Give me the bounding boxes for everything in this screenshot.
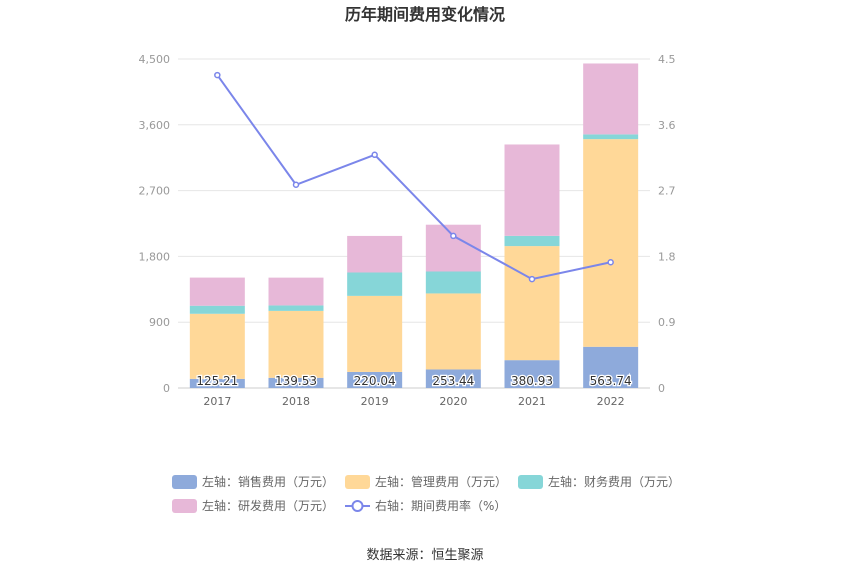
legend-label: 左轴：管理费用（万元）	[375, 474, 507, 489]
left-axis: 0 900 1,800 2,700 3,600 4,500	[139, 53, 171, 395]
right-tick-label: 3.6	[658, 119, 676, 132]
bar-series-2-2018	[268, 305, 324, 311]
legend: 左轴：销售费用（万元） 左轴：管理费用（万元） 左轴：财务费用（万元） 左轴：研发费用…	[172, 474, 680, 513]
bar-series-2-2021	[504, 235, 560, 247]
bars	[189, 63, 639, 388]
rate-line	[214, 71, 614, 283]
legend-label: 左轴：销售费用（万元）	[202, 474, 334, 489]
data-label-2017: 125.21	[196, 374, 238, 388]
bar-series-1-2019	[347, 295, 403, 372]
bar-series-0-2020	[425, 369, 481, 388]
data-label-2022: 563.74	[590, 374, 632, 388]
right-tick-label: 1.8	[658, 250, 676, 263]
left-tick-label: 3,600	[139, 119, 171, 132]
data-source: 数据来源：恒生聚源	[366, 548, 483, 563]
bar-series-3-2021	[504, 144, 560, 236]
legend-marker-swatch	[351, 500, 364, 512]
right-tick-label: 4.5	[658, 53, 676, 66]
data-label-2019: 220.04	[354, 374, 396, 388]
legend-label: 右轴：期间费用率（%）	[375, 498, 506, 513]
bar-series-1-2017	[189, 313, 245, 379]
rate-point-2020	[450, 232, 457, 240]
legend-swatch	[172, 475, 197, 489]
right-tick-label: 0.9	[658, 316, 676, 329]
bar-series-0-2019	[347, 371, 403, 388]
rate-point-2017	[214, 71, 221, 79]
bar-series-2-2022	[583, 134, 639, 140]
left-tick-label: 2,700	[139, 185, 171, 198]
left-tick-label: 900	[149, 316, 170, 329]
legend-label: 左轴：研发费用（万元）	[202, 498, 334, 513]
bar-series-2-2019	[347, 272, 403, 296]
left-tick-label: 4,500	[139, 53, 171, 66]
bar-series-1-2018	[268, 310, 324, 378]
x-tick-label: 2022	[597, 395, 625, 408]
right-axis: 0 0.9 1.8 2.7 3.6 4.5	[658, 53, 676, 395]
x-tick-label: 2019	[361, 395, 389, 408]
left-tick-label: 0	[163, 382, 170, 395]
x-tick-label: 2021	[518, 395, 546, 408]
bar-series-1-2021	[504, 246, 560, 361]
legend-label: 左轴：财务费用（万元）	[548, 474, 680, 489]
bar-series-2-2020	[425, 271, 481, 294]
legend-swatch	[518, 475, 543, 489]
legend-swatch	[172, 499, 197, 513]
grid	[178, 58, 650, 389]
bar-series-3-2017	[189, 277, 245, 306]
bar-series-0-2022	[583, 346, 639, 388]
rate-point-2022	[607, 258, 614, 266]
bar-series-3-2022	[583, 63, 639, 135]
bar-series-3-2019	[347, 235, 403, 273]
bar-series-1-2022	[583, 139, 639, 347]
data-label-2021: 380.93	[511, 374, 553, 388]
bar-series-1-2020	[425, 293, 481, 370]
bar-series-3-2020	[425, 224, 481, 272]
data-label-2018: 139.53	[275, 374, 317, 388]
rate-point-2021	[528, 275, 536, 283]
rate-point-2019	[371, 151, 378, 159]
right-tick-label: 2.7	[658, 185, 676, 198]
data-labels: 125.21 139.53 220.04 253.44 380.93 563.74	[195, 373, 633, 390]
right-tick-label: 0	[658, 382, 665, 395]
bar-series-2-2017	[189, 305, 245, 314]
bar-series-0-2018	[268, 377, 324, 388]
left-tick-label: 1,800	[139, 250, 171, 263]
bar-series-0-2021	[504, 360, 560, 388]
chart-title: 历年期间费用变化情况	[345, 5, 505, 24]
bar-series-0-2017	[189, 378, 245, 388]
x-axis: 2017 2018 2019 2020 2021 2022	[203, 395, 624, 408]
x-tick-label: 2018	[282, 395, 310, 408]
data-label-2020: 253.44	[432, 374, 474, 388]
x-tick-label: 2017	[203, 395, 231, 408]
rate-point-2018	[292, 181, 300, 189]
legend-swatch	[345, 475, 370, 489]
bar-series-3-2018	[268, 277, 324, 306]
rate-line-path	[216, 74, 611, 281]
x-tick-label: 2020	[439, 395, 467, 408]
